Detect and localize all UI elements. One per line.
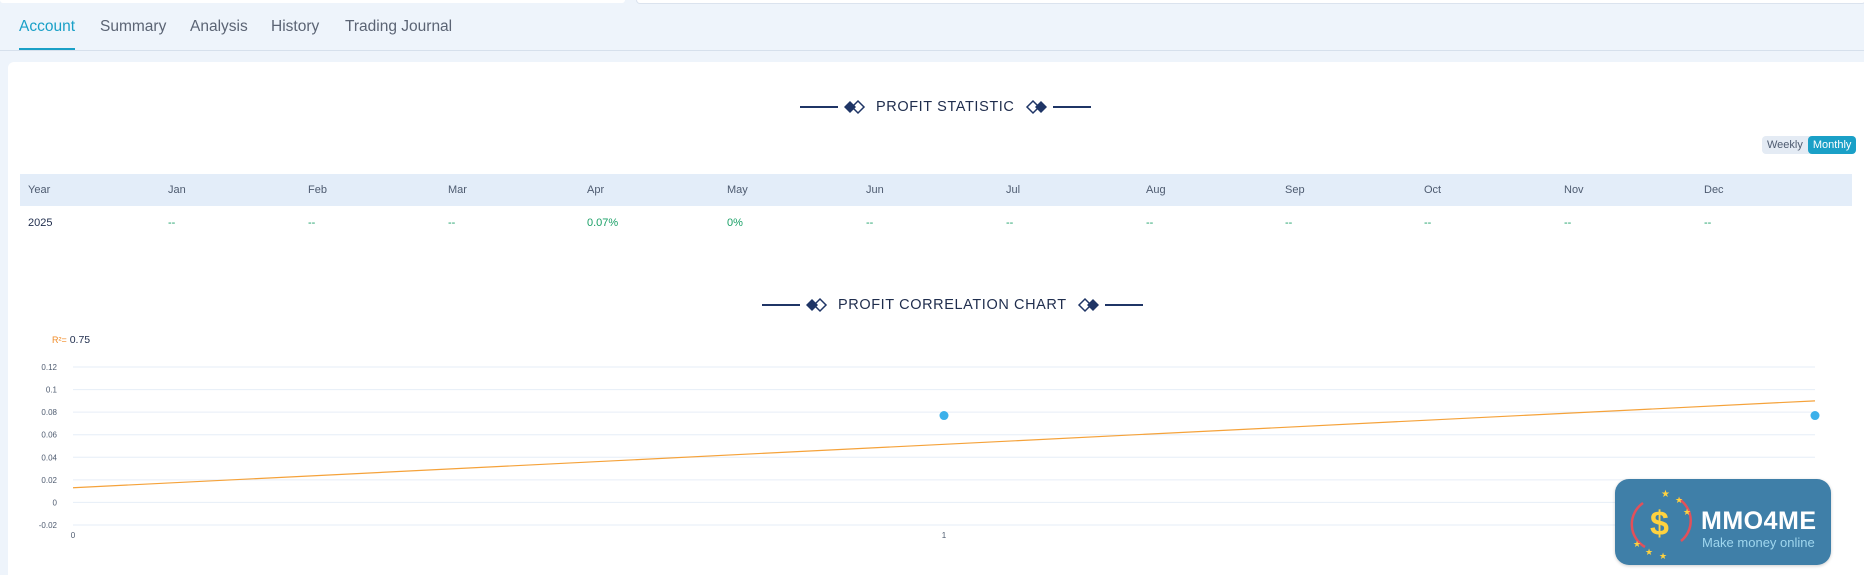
svg-text:★: ★: [1661, 489, 1670, 500]
svg-text:★: ★: [1645, 547, 1653, 557]
mmo4me-logo: $ ★ ★ ★ ★ ★ ★ MMO4ME Make money online: [1615, 479, 1831, 565]
profit-statistic-heading: PROFIT STATISTIC: [800, 95, 1091, 119]
y-tick-label: 0: [53, 498, 58, 507]
month-value-cell: 0.07%: [587, 217, 619, 229]
month-value-cell: --: [1006, 217, 1014, 229]
heading-line-right: [1052, 106, 1091, 108]
month-value-cell: --: [1285, 217, 1293, 229]
diamond-ornament-icon: [806, 297, 828, 313]
y-tick-label: 0.08: [41, 408, 57, 417]
diamond-ornament-icon: [1077, 297, 1099, 313]
y-tick-label: 0.04: [41, 453, 57, 462]
column-header-jul: Jul: [1006, 184, 1021, 196]
profit-statistic-title: PROFIT STATISTIC: [876, 99, 1015, 115]
tab-trading-journal[interactable]: Trading Journal: [345, 18, 453, 35]
top-bar-left-segment: [0, 0, 625, 3]
x-tick-label: 0: [71, 531, 76, 540]
r-squared-value: 0.75: [69, 334, 91, 346]
svg-text:★: ★: [1675, 495, 1683, 505]
month-value-cell: --: [866, 217, 874, 229]
svg-text:★: ★: [1659, 551, 1667, 559]
data-point[interactable]: [1810, 411, 1820, 421]
logo-brand: MMO4ME: [1701, 507, 1817, 535]
heading-line-left: [800, 106, 838, 108]
diamond-ornament-icon: [844, 99, 866, 115]
top-bar-right-segment: [636, 0, 1864, 4]
column-header-may: May: [727, 184, 748, 196]
top-bar: [0, 0, 1864, 4]
month-value-cell: --: [1564, 217, 1572, 229]
logo-tagline: Make money online: [1702, 535, 1815, 550]
column-header-aug: Aug: [1146, 184, 1166, 196]
period-toggle: Weekly Monthly: [1762, 136, 1857, 154]
column-header-year: Year: [28, 184, 51, 196]
dollar-stars-icon: $ ★ ★ ★ ★ ★ ★: [1630, 489, 1692, 559]
statistic-table-header: [20, 174, 1852, 206]
column-header-jan: Jan: [168, 184, 186, 196]
month-value-cell: --: [1424, 217, 1432, 229]
data-point[interactable]: [939, 411, 949, 421]
correlation-title: PROFIT CORRELATION CHART: [838, 297, 1067, 313]
y-tick-label: 0.02: [41, 476, 57, 485]
y-tick-label: 0.12: [41, 363, 57, 372]
y-tick-label: -0.02: [39, 521, 58, 530]
column-header-mar: Mar: [448, 184, 467, 196]
tab-bar: Account Summary Analysis History Trading…: [0, 0, 1864, 51]
heading-line-left: [762, 304, 800, 306]
tab-summary[interactable]: Summary: [100, 18, 167, 35]
column-header-dec: Dec: [1704, 184, 1724, 196]
month-value-cell: 0%: [727, 217, 743, 229]
month-value-cell: --: [308, 217, 316, 229]
month-value-cell: --: [1704, 217, 1712, 229]
x-tick-label: 1: [942, 531, 947, 540]
active-tab-indicator: [19, 48, 75, 50]
svg-text:$: $: [1650, 505, 1669, 543]
month-value-cell: --: [168, 217, 176, 229]
month-value-cell: --: [1146, 217, 1154, 229]
y-tick-label: 0.06: [41, 431, 57, 440]
correlation-heading: PROFIT CORRELATION CHART: [762, 293, 1143, 317]
toggle-weekly[interactable]: Weekly: [1767, 139, 1803, 151]
heading-line-right: [1104, 304, 1143, 306]
svg-text:★: ★: [1683, 507, 1691, 517]
column-header-feb: Feb: [308, 184, 327, 196]
column-header-apr: Apr: [587, 184, 605, 196]
tab-history[interactable]: History: [271, 18, 320, 35]
trendline: [72, 400, 1816, 489]
diamond-ornament-icon: [1025, 99, 1047, 115]
r-squared-label: R²=: [52, 335, 67, 345]
toggle-monthly[interactable]: Monthly: [1807, 136, 1857, 154]
column-header-sep: Sep: [1285, 184, 1305, 196]
month-value-cell: --: [448, 217, 456, 229]
tab-analysis[interactable]: Analysis: [190, 18, 248, 35]
column-header-jun: Jun: [866, 184, 884, 196]
tab-account[interactable]: Account: [19, 18, 76, 35]
row-year-cell: 2025: [28, 217, 53, 229]
content-panel: [8, 62, 1864, 575]
r-squared-readout: R²= 0.75: [52, 334, 90, 346]
svg-text:★: ★: [1633, 539, 1641, 549]
column-header-oct: Oct: [1424, 184, 1442, 196]
column-header-nov: Nov: [1564, 184, 1584, 196]
y-tick-label: 0.1: [46, 386, 58, 395]
